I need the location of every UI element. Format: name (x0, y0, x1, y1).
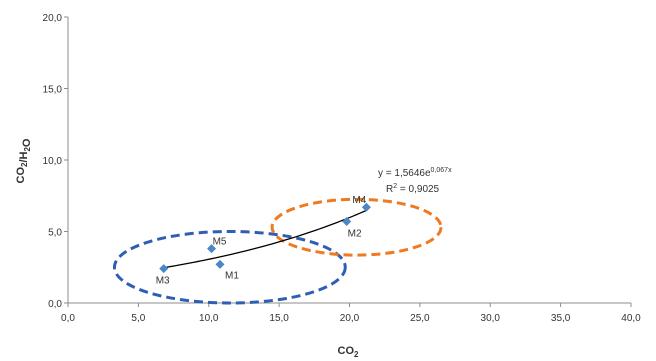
x-tick-label: 20,0 (340, 313, 360, 324)
data-points (159, 202, 371, 274)
point-label-m1: M1 (225, 270, 239, 281)
cluster-ellipse-2 (270, 197, 443, 257)
y-tick-label: 20,0 (43, 13, 63, 24)
point-label-m5: M5 (213, 237, 227, 248)
point-label-m2: M2 (348, 228, 362, 239)
x-tick-label: 0,0 (61, 313, 75, 324)
point-labels: M1 M2 M3 M4 M5 (156, 195, 367, 286)
y-tick-label: 0,0 (48, 299, 62, 310)
data-point-m4 (361, 202, 371, 212)
data-point-m3 (159, 264, 169, 274)
data-point-m5 (207, 244, 217, 254)
x-tick-label: 40,0 (621, 313, 641, 324)
x-tick-labels: 0,0 5,0 10,0 15,0 20,0 25,0 30,0 35,0 40,0 (61, 313, 641, 324)
trendline-equation: y = 1,5646e0,067x (378, 167, 452, 179)
x-tick-label: 30,0 (481, 313, 501, 324)
x-axis-title: CO2 (338, 345, 360, 359)
x-tick-label: 5,0 (131, 313, 145, 324)
trendline-group (163, 209, 367, 269)
data-point-m1 (215, 259, 225, 269)
point-label-m4: M4 (352, 195, 366, 206)
x-tick-label: 25,0 (410, 313, 430, 324)
y-tick-label: 10,0 (43, 156, 63, 167)
y-tick-label: 5,0 (48, 228, 62, 239)
y-tick-label: 15,0 (43, 85, 63, 96)
x-tick-label: 10,0 (199, 313, 219, 324)
point-label-m3: M3 (156, 276, 170, 287)
y-tick-labels: 0,0 5,0 10,0 15,0 20,0 (43, 13, 63, 310)
y-axis-title: CO2/H2O (15, 138, 33, 183)
data-point-m2 (342, 216, 352, 226)
x-tick-label: 15,0 (269, 313, 289, 324)
trendline (163, 209, 367, 269)
axes (64, 16, 632, 307)
trendline-r-squared: R2 = 0,9025 (386, 183, 440, 195)
cluster-ellipses (112, 197, 443, 305)
x-tick-label: 35,0 (551, 313, 571, 324)
cluster-ellipse-1 (112, 230, 347, 305)
